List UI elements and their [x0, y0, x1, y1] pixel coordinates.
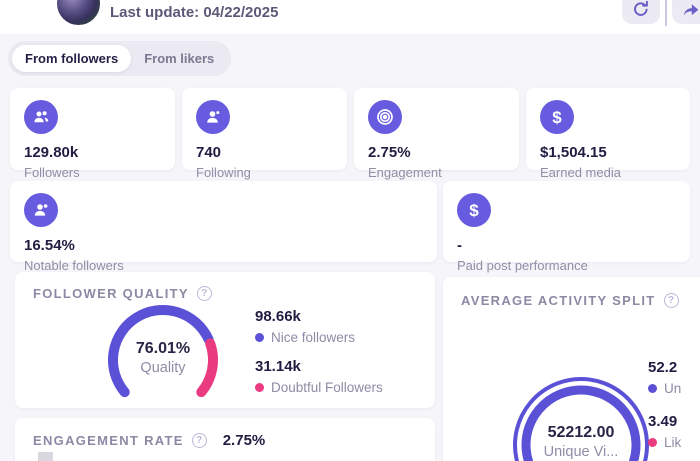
legend-value: 31.14k [255, 358, 301, 375]
legend-likes: 3.49 Lik [648, 413, 681, 450]
legend-value: 3.49 [648, 413, 678, 430]
stat-value: 16.54% [24, 237, 75, 254]
divider [665, 0, 667, 26]
gauge-center: 76.01% Quality [103, 340, 223, 376]
activity-split-title: AVERAGE ACTIVITY SPLIT [461, 293, 656, 308]
stat-label: Notable followers [24, 258, 124, 273]
stat-value: 740 [196, 144, 222, 161]
following-icon [196, 100, 230, 134]
stat-value: 129.80k [24, 144, 79, 161]
stat-label: Followers [24, 165, 80, 180]
donut-center: 52212.00 Unique Vi... [511, 424, 651, 460]
dollar-icon: $ [540, 100, 574, 134]
refresh-button[interactable] [622, 0, 660, 24]
engagement-rate-card: ENGAGEMENT RATE ? 2.75% [15, 418, 435, 461]
legend-doubtful-followers: 31.14k Doubtful Followers [255, 358, 383, 395]
avatar[interactable] [55, 0, 102, 27]
engagement-target-icon [368, 100, 402, 134]
activity-split-card: AVERAGE ACTIVITY SPLIT ? 52212.00 Unique… [443, 277, 700, 461]
header: Last update: 04/22/2025 [0, 0, 700, 34]
dollar-icon: $ [457, 193, 491, 227]
gauge-center-value: 76.01% [135, 340, 191, 357]
legend-unique: 52.2 Un [648, 359, 681, 396]
stat-card-paid-post[interactable]: $ - Paid post performance [443, 181, 690, 273]
follower-quality-card: FOLLOWER QUALITY ? 76.01% Quality 98.66k… [15, 272, 435, 408]
stat-label: Following [196, 165, 251, 180]
stat-value: 2.75% [368, 144, 411, 161]
donut-center-label: Unique Vi... [543, 444, 619, 460]
help-icon[interactable]: ? [196, 286, 212, 301]
stat-label: Engagement [368, 165, 442, 180]
stat-value: $1,504.15 [540, 144, 607, 161]
legend-value: 52.2 [648, 359, 678, 376]
help-icon[interactable]: ? [663, 293, 679, 308]
tab-from-likers[interactable]: From likers [144, 51, 215, 66]
stat-card-earned-media[interactable]: $ $1,504.15 Earned media [526, 88, 690, 180]
stat-label: Paid post performance [457, 258, 588, 273]
notable-followers-icon [24, 193, 58, 227]
follower-quality-title: FOLLOWER QUALITY [33, 286, 189, 301]
engagement-rate-title: ENGAGEMENT RATE [33, 433, 184, 448]
engagement-rate-value: 2.75% [222, 432, 266, 449]
bar-chart-bar [38, 452, 53, 461]
stat-card-engagement[interactable]: 2.75% Engagement [354, 88, 519, 180]
activity-split-donut-chart [513, 377, 649, 461]
last-update-label: Last update: 04/22/2025 [110, 4, 279, 21]
tab-bar: From followers From likers [8, 41, 232, 76]
donut-center-value: 52212.00 [547, 424, 615, 441]
stat-card-notable-followers[interactable]: 16.54% Notable followers [10, 181, 437, 273]
gauge-center-label: Quality [140, 360, 186, 376]
stat-card-following[interactable]: 740 Following [182, 88, 347, 180]
help-icon[interactable]: ? [191, 433, 207, 448]
share-icon [683, 4, 699, 16]
refresh-icon [634, 0, 648, 16]
followers-icon [24, 100, 58, 134]
pink-dot-icon [255, 383, 264, 392]
follower-quality-gauge-chart [108, 305, 218, 398]
stat-label: Earned media [540, 165, 621, 180]
share-button[interactable] [672, 0, 700, 24]
tab-from-followers[interactable]: From followers [12, 45, 132, 72]
stat-card-followers[interactable]: 129.80k Followers [10, 88, 175, 180]
legend-label: Nice followers [271, 330, 356, 345]
legend-nice-followers: 98.66k Nice followers [255, 308, 355, 345]
stat-value: - [457, 237, 462, 254]
legend-value: 98.66k [255, 308, 301, 325]
purple-dot-icon [648, 384, 657, 393]
pink-dot-icon [648, 438, 657, 447]
legend-label: Lik [664, 435, 682, 450]
legend-label: Un [664, 381, 682, 396]
purple-dot-icon [255, 333, 264, 342]
legend-label: Doubtful Followers [271, 380, 383, 395]
header-actions [622, 0, 700, 26]
